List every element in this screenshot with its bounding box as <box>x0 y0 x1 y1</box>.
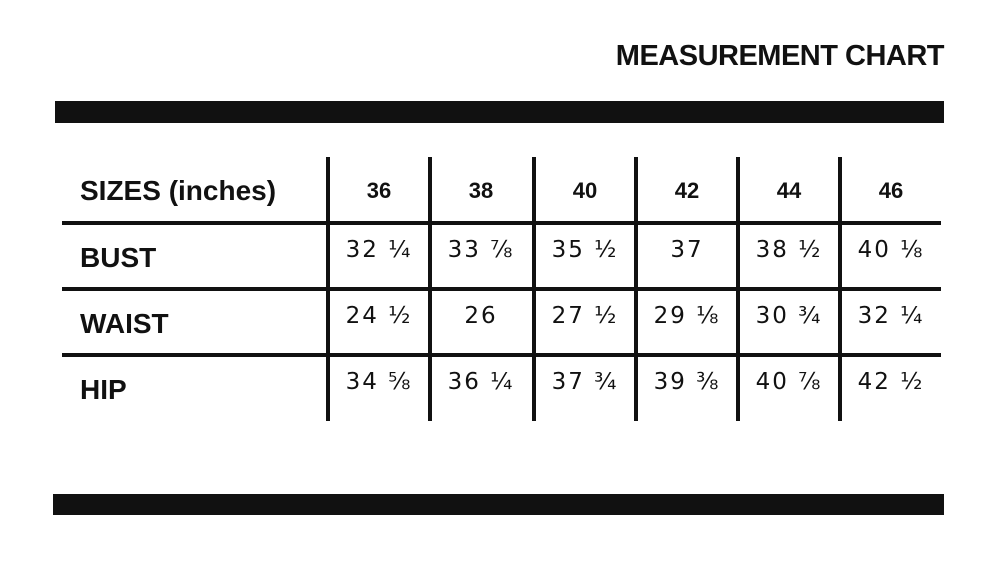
measurement-cell: 39 ⅜ <box>653 369 721 395</box>
top-divider-bar <box>55 101 944 123</box>
size-header: 44 <box>776 178 802 203</box>
measurement-cell: 42 ½ <box>857 369 925 395</box>
size-header: 42 <box>674 178 700 203</box>
measurement-cell: 32 ¼ <box>345 237 413 263</box>
size-header: 36 <box>366 178 392 203</box>
measurement-cell: 29 ⅛ <box>653 303 721 329</box>
measurement-cell: 34 ⅝ <box>345 369 413 395</box>
size-header: 38 <box>468 178 494 203</box>
measurement-cell: 40 ⅛ <box>857 237 925 263</box>
header-label: SIZES (inches) <box>80 175 277 206</box>
row-divider <box>62 221 941 225</box>
row-divider <box>62 353 941 357</box>
size-header: 46 <box>878 178 904 203</box>
measurement-cell: 37 <box>670 237 704 263</box>
row-label: WAIST <box>80 308 169 339</box>
size-header: 40 <box>572 178 598 203</box>
measurement-cell: 24 ½ <box>345 303 413 329</box>
measurement-cell: 37 ¾ <box>551 369 619 395</box>
measurement-cell: 38 ½ <box>755 237 823 263</box>
bottom-divider-bar <box>53 494 944 515</box>
row-divider <box>62 287 941 291</box>
row-label: HIP <box>80 374 127 405</box>
measurement-cell: 35 ½ <box>551 237 619 263</box>
row-label: BUST <box>80 242 157 273</box>
measurement-cell: 32 ¼ <box>857 303 925 329</box>
measurement-cell: 26 <box>464 303 498 329</box>
chart-title: MEASUREMENT CHART <box>615 40 945 72</box>
measurement-cell: 30 ¾ <box>755 303 823 329</box>
measurement-cell: 36 ¼ <box>447 369 515 395</box>
measurement-cell: 33 ⅞ <box>447 237 515 263</box>
measurement-cell: 40 ⅞ <box>755 369 823 395</box>
measurement-cell: 27 ½ <box>551 303 619 329</box>
